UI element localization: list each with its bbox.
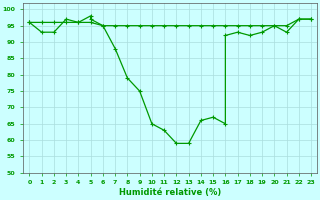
X-axis label: Humidité relative (%): Humidité relative (%): [119, 188, 221, 197]
